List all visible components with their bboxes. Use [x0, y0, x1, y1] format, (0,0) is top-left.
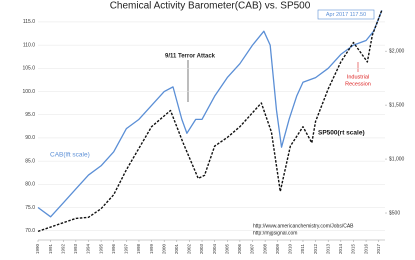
x-tick-label: 2017 — [376, 244, 381, 255]
x-tick-label: 2007 — [250, 244, 255, 255]
y-tick-label: 80.0 — [25, 182, 35, 188]
legend-label: SP500(rt scale) — [318, 130, 365, 137]
x-tick-label: 1993 — [73, 244, 78, 255]
y-tick-label: 95.0 — [25, 112, 35, 118]
x-tick-label: 1996 — [111, 244, 116, 255]
x-tick-label: 2013 — [325, 244, 330, 255]
x-tick-label: 2009 — [275, 244, 280, 255]
x-tick-label: 2016 — [363, 244, 368, 255]
annotation: 9/11 Terror Attack — [165, 54, 216, 60]
x-tick-label: 2000 — [161, 244, 166, 255]
x-tick-label: 1992 — [60, 244, 65, 255]
series-line — [37, 10, 383, 218]
y2-tick-label: $1,500 — [389, 102, 405, 108]
y-tick-label: 70.0 — [25, 228, 35, 234]
y-tick-label: 90.0 — [25, 135, 35, 141]
annotation-box — [317, 9, 375, 20]
x-tick-label: 2008 — [262, 244, 267, 255]
x-tick-label: 2011 — [300, 244, 305, 254]
x-tick-label: 2014 — [338, 244, 343, 255]
y-tick-label: 75.0 — [25, 205, 35, 211]
x-tick-label: 2010 — [288, 244, 293, 255]
x-tick-label: 1994 — [86, 244, 91, 255]
legend-label: CAB(lft scale) — [50, 152, 90, 159]
x-tick-label: 2004 — [212, 244, 217, 255]
x-tick-label: 2005 — [224, 244, 229, 255]
y2-tick-label: $2,000 — [389, 48, 405, 54]
x-tick-label: 1995 — [98, 244, 103, 255]
x-tick-label: 1997 — [124, 244, 129, 255]
y-tick-label: 100.0 — [22, 89, 35, 95]
annotation: Industrial — [347, 74, 369, 80]
x-tick-label: 1999 — [149, 244, 154, 255]
x-tick-label: 2012 — [313, 244, 318, 255]
x-tick-label: 1991 — [48, 244, 53, 255]
y2-tick-label: $1,000 — [389, 156, 405, 162]
annotation: Apr 2017 117.50 — [326, 12, 366, 18]
x-tick-label: 1990 — [35, 244, 40, 255]
y2-tick-label: $500 — [389, 210, 400, 216]
x-tick-label: 1998 — [136, 244, 141, 255]
chart-title: Chemical Activity Barometer(CAB) vs. SP5… — [110, 1, 311, 12]
series-line — [37, 9, 383, 233]
x-tick-label: 2002 — [187, 244, 192, 255]
y-tick-label: 115.0 — [23, 19, 35, 25]
source-url: http://www.americanchemistry.com/Jobs/CA… — [253, 223, 354, 229]
x-tick-label: 2001 — [174, 244, 179, 255]
y-tick-label: 85.0 — [25, 158, 35, 164]
x-tick-label: 2006 — [237, 244, 242, 255]
y-tick-label: 110.0 — [23, 42, 35, 48]
x-tick-label: 2015 — [351, 244, 356, 255]
x-tick-label: 2003 — [199, 244, 204, 255]
annotation: Recession — [345, 81, 371, 87]
source-url: http://mjgsignal.com — [253, 230, 297, 236]
y-tick-label: 105.0 — [22, 66, 35, 72]
